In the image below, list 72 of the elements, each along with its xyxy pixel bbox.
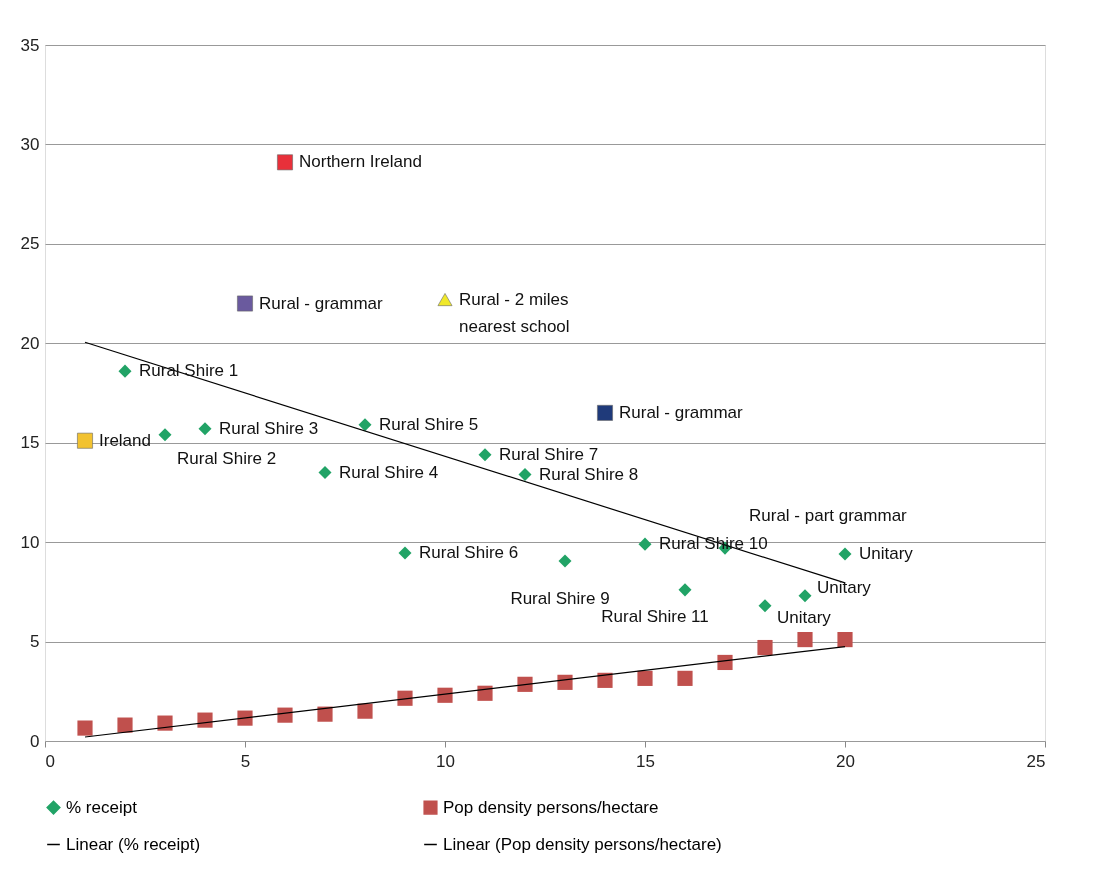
annotation: Rural Shire 3	[219, 418, 319, 438]
point	[478, 448, 492, 462]
point	[157, 715, 173, 731]
annotation: Rural Shire 1	[139, 361, 239, 381]
annotation: Ireland	[99, 430, 151, 450]
annotation: Rural Shire 11	[601, 606, 709, 626]
point	[558, 554, 572, 568]
annotation: Rural Shire 7	[499, 444, 599, 464]
point	[798, 589, 812, 603]
annotation: Rural Shire 2	[177, 448, 277, 468]
annotation: Northern Ireland	[299, 152, 422, 172]
point	[677, 670, 693, 686]
annotation: Rural Shire 4	[339, 462, 439, 482]
point	[237, 710, 253, 726]
y-tick-label: 10	[20, 532, 40, 552]
point	[838, 547, 852, 561]
annotation: Rural Shire 5	[379, 414, 479, 434]
point	[118, 364, 132, 378]
x-tick-label: 5	[240, 751, 251, 771]
point	[398, 546, 412, 560]
x-tick-label: 25	[1026, 751, 1046, 771]
annotation: Unitary	[859, 544, 914, 564]
point	[638, 537, 652, 551]
legend-label: Linear (Pop density persons/hectare)	[443, 834, 722, 854]
point	[277, 154, 293, 171]
legend-label: % receipt	[66, 797, 138, 817]
point	[837, 632, 853, 648]
x-tick-label: 20	[836, 751, 855, 771]
point	[397, 690, 413, 706]
point	[357, 703, 373, 719]
y-tick-label: 35	[20, 35, 40, 55]
point	[637, 670, 653, 686]
point	[437, 687, 453, 703]
annotation: Rural - grammar	[619, 402, 744, 422]
point	[117, 717, 133, 733]
annotation: Unitary	[777, 607, 832, 627]
legend-label: Linear (% receipt)	[66, 834, 201, 854]
point	[597, 405, 613, 421]
point	[77, 720, 93, 736]
point	[758, 599, 772, 613]
x-tick-label: 15	[636, 751, 655, 771]
point	[518, 468, 532, 482]
annotation: Rural - 2 miles nearest school	[459, 289, 570, 336]
point	[678, 583, 692, 597]
y-tick-label: 15	[20, 433, 40, 453]
point	[757, 639, 773, 656]
point	[797, 632, 813, 648]
y-tick-label: 20	[20, 333, 40, 353]
legend-label: Pop density persons/hectare	[443, 797, 659, 817]
point	[198, 422, 212, 436]
point	[158, 428, 172, 442]
point	[277, 707, 293, 723]
x-tick-label: 0	[45, 751, 55, 771]
point	[197, 712, 213, 728]
annotation: Rural - part grammar	[749, 506, 908, 526]
point	[597, 672, 613, 688]
x-tick-label: 10	[436, 751, 455, 771]
y-tick-label: 30	[20, 134, 40, 154]
annotation: Rural Shire 9	[510, 589, 610, 609]
y-tick-label: 5	[30, 632, 40, 652]
annotation: Rural Shire 8	[539, 464, 639, 484]
annotation: Rural Shire 6	[419, 543, 519, 563]
y-tick-label: 25	[20, 234, 40, 254]
point	[77, 432, 93, 449]
point	[517, 676, 533, 692]
annotation: Unitary	[817, 577, 872, 597]
point	[318, 466, 332, 480]
point	[237, 295, 253, 312]
point	[358, 418, 372, 432]
annotation: Rural - grammar	[259, 293, 384, 313]
point	[437, 293, 453, 306]
y-tick-label: 0	[30, 731, 40, 751]
